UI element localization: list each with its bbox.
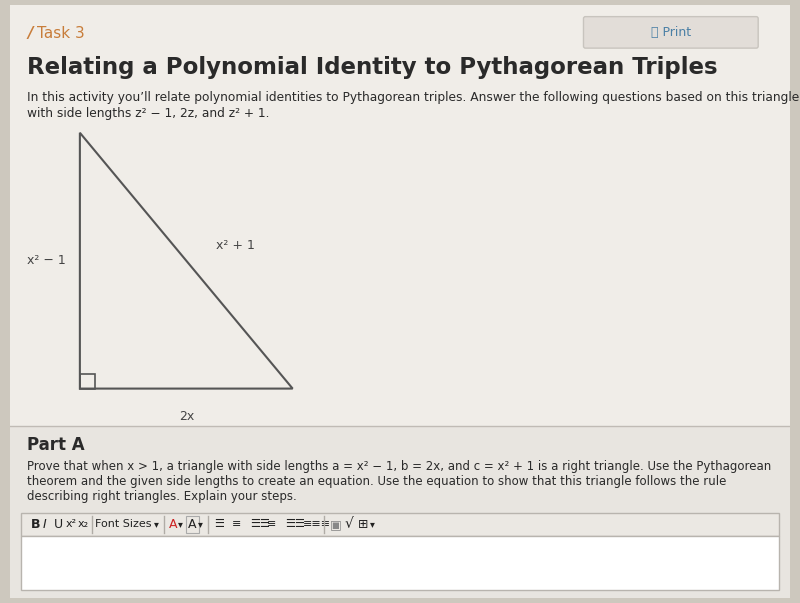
Text: ▾: ▾ — [370, 519, 374, 529]
Text: Part A: Part A — [27, 436, 85, 454]
Text: ⊞: ⊞ — [358, 518, 369, 531]
Bar — [22, 513, 778, 536]
Text: with side lengths z² − 1, 2z, and z² + 1.: with side lengths z² − 1, 2z, and z² + 1… — [27, 107, 270, 120]
FancyBboxPatch shape — [583, 17, 758, 48]
Text: In this activity you’ll relate polynomial identities to Pythagorean triples. Ans: In this activity you’ll relate polynomia… — [27, 92, 799, 104]
Bar — [10, 426, 790, 598]
Text: x₂: x₂ — [78, 519, 89, 529]
Text: x² + 1: x² + 1 — [215, 239, 254, 253]
Text: ▾: ▾ — [198, 519, 203, 529]
Text: ☰☰: ☰☰ — [250, 519, 270, 529]
Text: ≡≡≡: ≡≡≡ — [302, 519, 330, 529]
Text: Relating a Polynomial Identity to Pythagorean Triples: Relating a Polynomial Identity to Pythag… — [27, 56, 718, 79]
Text: B: B — [31, 518, 41, 531]
Text: ⎙ Print: ⎙ Print — [651, 27, 691, 39]
Text: 2x: 2x — [178, 410, 194, 423]
Text: I: I — [42, 518, 46, 531]
Text: ☰: ☰ — [214, 519, 225, 529]
Bar — [22, 536, 778, 590]
Text: Task 3: Task 3 — [37, 27, 85, 42]
Text: U: U — [54, 518, 62, 531]
Text: A: A — [188, 518, 197, 531]
Text: x²: x² — [66, 519, 76, 529]
Text: x² − 1: x² − 1 — [27, 254, 66, 267]
Text: ▣: ▣ — [330, 518, 342, 531]
Text: /: / — [27, 27, 33, 42]
Text: ≡: ≡ — [232, 519, 242, 529]
Text: Prove that when x > 1, a triangle with side lengths a = x² − 1, b = 2x, and c = : Prove that when x > 1, a triangle with s… — [27, 461, 771, 473]
Text: √: √ — [344, 517, 354, 531]
Text: theorem and the given side lengths to create an equation. Use the equation to sh: theorem and the given side lengths to cr… — [27, 475, 726, 488]
Text: ▾: ▾ — [154, 519, 159, 529]
Text: ▾: ▾ — [178, 519, 182, 529]
Text: Font Sizes: Font Sizes — [95, 519, 152, 529]
Text: ≡: ≡ — [267, 519, 277, 529]
Bar — [80, 374, 94, 388]
Text: describing right triangles. Explain your steps.: describing right triangles. Explain your… — [27, 490, 297, 503]
Text: ☰☰: ☰☰ — [285, 519, 305, 529]
Text: A: A — [169, 518, 177, 531]
